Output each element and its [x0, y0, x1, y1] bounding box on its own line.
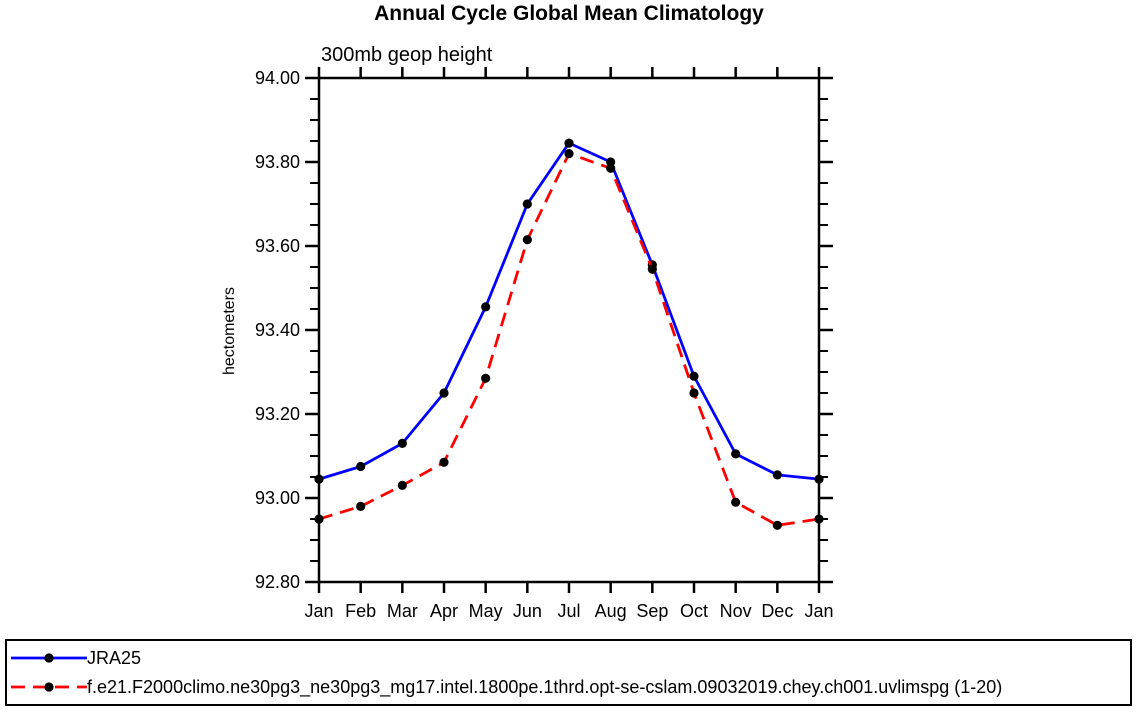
y-tick-label: 94.00: [255, 68, 300, 88]
data-point-marker: [606, 163, 616, 173]
data-point-marker: [314, 474, 324, 484]
legend-label-model-run: f.e21.F2000climo.ne30pg3_ne30pg3_mg17.in…: [87, 676, 1003, 697]
plot-area: 92.80 93.00 93.20 93.40 93.60 93.80 94.00 Jan Fe…: [255, 67, 834, 621]
data-point-marker: [772, 520, 782, 530]
data-point-marker: [397, 438, 407, 448]
legend-line-sample-dashed: [11, 682, 87, 692]
x-axis-ticks: Jan Feb Mar Apr May Jun Jul Aug Sep Oct Nov Dec Jan: [304, 67, 834, 621]
data-point-marker: [731, 497, 741, 507]
data-point-marker: [397, 480, 407, 490]
data-point-marker: [314, 514, 324, 524]
y-axis-ticks: 92.80 93.00 93.20 93.40 93.60 93.80 94.00: [255, 68, 833, 592]
data-point-marker: [647, 264, 657, 274]
x-tick-label: May: [469, 601, 503, 621]
data-point-marker: [564, 149, 574, 159]
series-model-run: [314, 149, 824, 530]
data-point-marker: [481, 373, 491, 383]
x-tick-label: Apr: [430, 601, 458, 621]
y-tick-label: 93.20: [255, 404, 300, 424]
x-tick-label: Feb: [345, 601, 376, 621]
y-tick-label: 93.00: [255, 488, 300, 508]
x-tick-label: Jun: [513, 601, 542, 621]
y-tick-label: 93.60: [255, 236, 300, 256]
x-tick-label: Jan: [804, 601, 833, 621]
data-point-marker: [814, 474, 824, 484]
series-jra25: [314, 138, 824, 484]
legend-item-jra25: JRA25: [10, 646, 1130, 670]
legend-line-sample-solid: [11, 653, 87, 663]
x-tick-label: Jan: [304, 601, 333, 621]
data-point-marker: [522, 235, 532, 245]
data-point-marker: [814, 514, 824, 524]
y-tick-label: 93.40: [255, 320, 300, 340]
data-point-marker: [356, 501, 366, 511]
series-line: [318, 152, 820, 527]
x-tick-label: Dec: [761, 601, 793, 621]
y-tick-label: 92.80: [255, 572, 300, 592]
x-tick-label: Oct: [680, 601, 708, 621]
series-line: [318, 141, 820, 481]
chart-subtitle: 300mb geop height: [321, 44, 493, 66]
x-tick-label: Mar: [387, 601, 418, 621]
data-point-marker: [356, 461, 366, 472]
legend-box: JRA25 f.e21.F2000climo.ne30pg3_ne30pg3_m…: [5, 639, 1132, 706]
x-tick-label: Jul: [557, 601, 580, 621]
x-tick-label: Nov: [720, 601, 752, 621]
data-point-marker: [772, 470, 782, 480]
data-point-marker: [689, 388, 699, 398]
data-point-marker: [689, 371, 699, 381]
y-tick-label: 93.80: [255, 152, 300, 172]
data-point-marker: [439, 457, 449, 467]
data-point-marker: [731, 449, 741, 459]
data-point-marker: [522, 199, 532, 209]
data-point-marker: [481, 302, 491, 312]
legend-label-jra25: JRA25: [87, 647, 142, 668]
data-point-marker: [439, 388, 449, 398]
data-point-marker: [564, 138, 574, 148]
x-tick-label: Aug: [595, 601, 627, 621]
data-point-marker: [606, 157, 616, 167]
x-tick-label: Sep: [636, 601, 668, 621]
chart-title: Annual Cycle Global Mean Climatology: [374, 2, 764, 25]
legend-item-model-run: f.e21.F2000climo.ne30pg3_ne30pg3_mg17.in…: [10, 675, 1130, 699]
